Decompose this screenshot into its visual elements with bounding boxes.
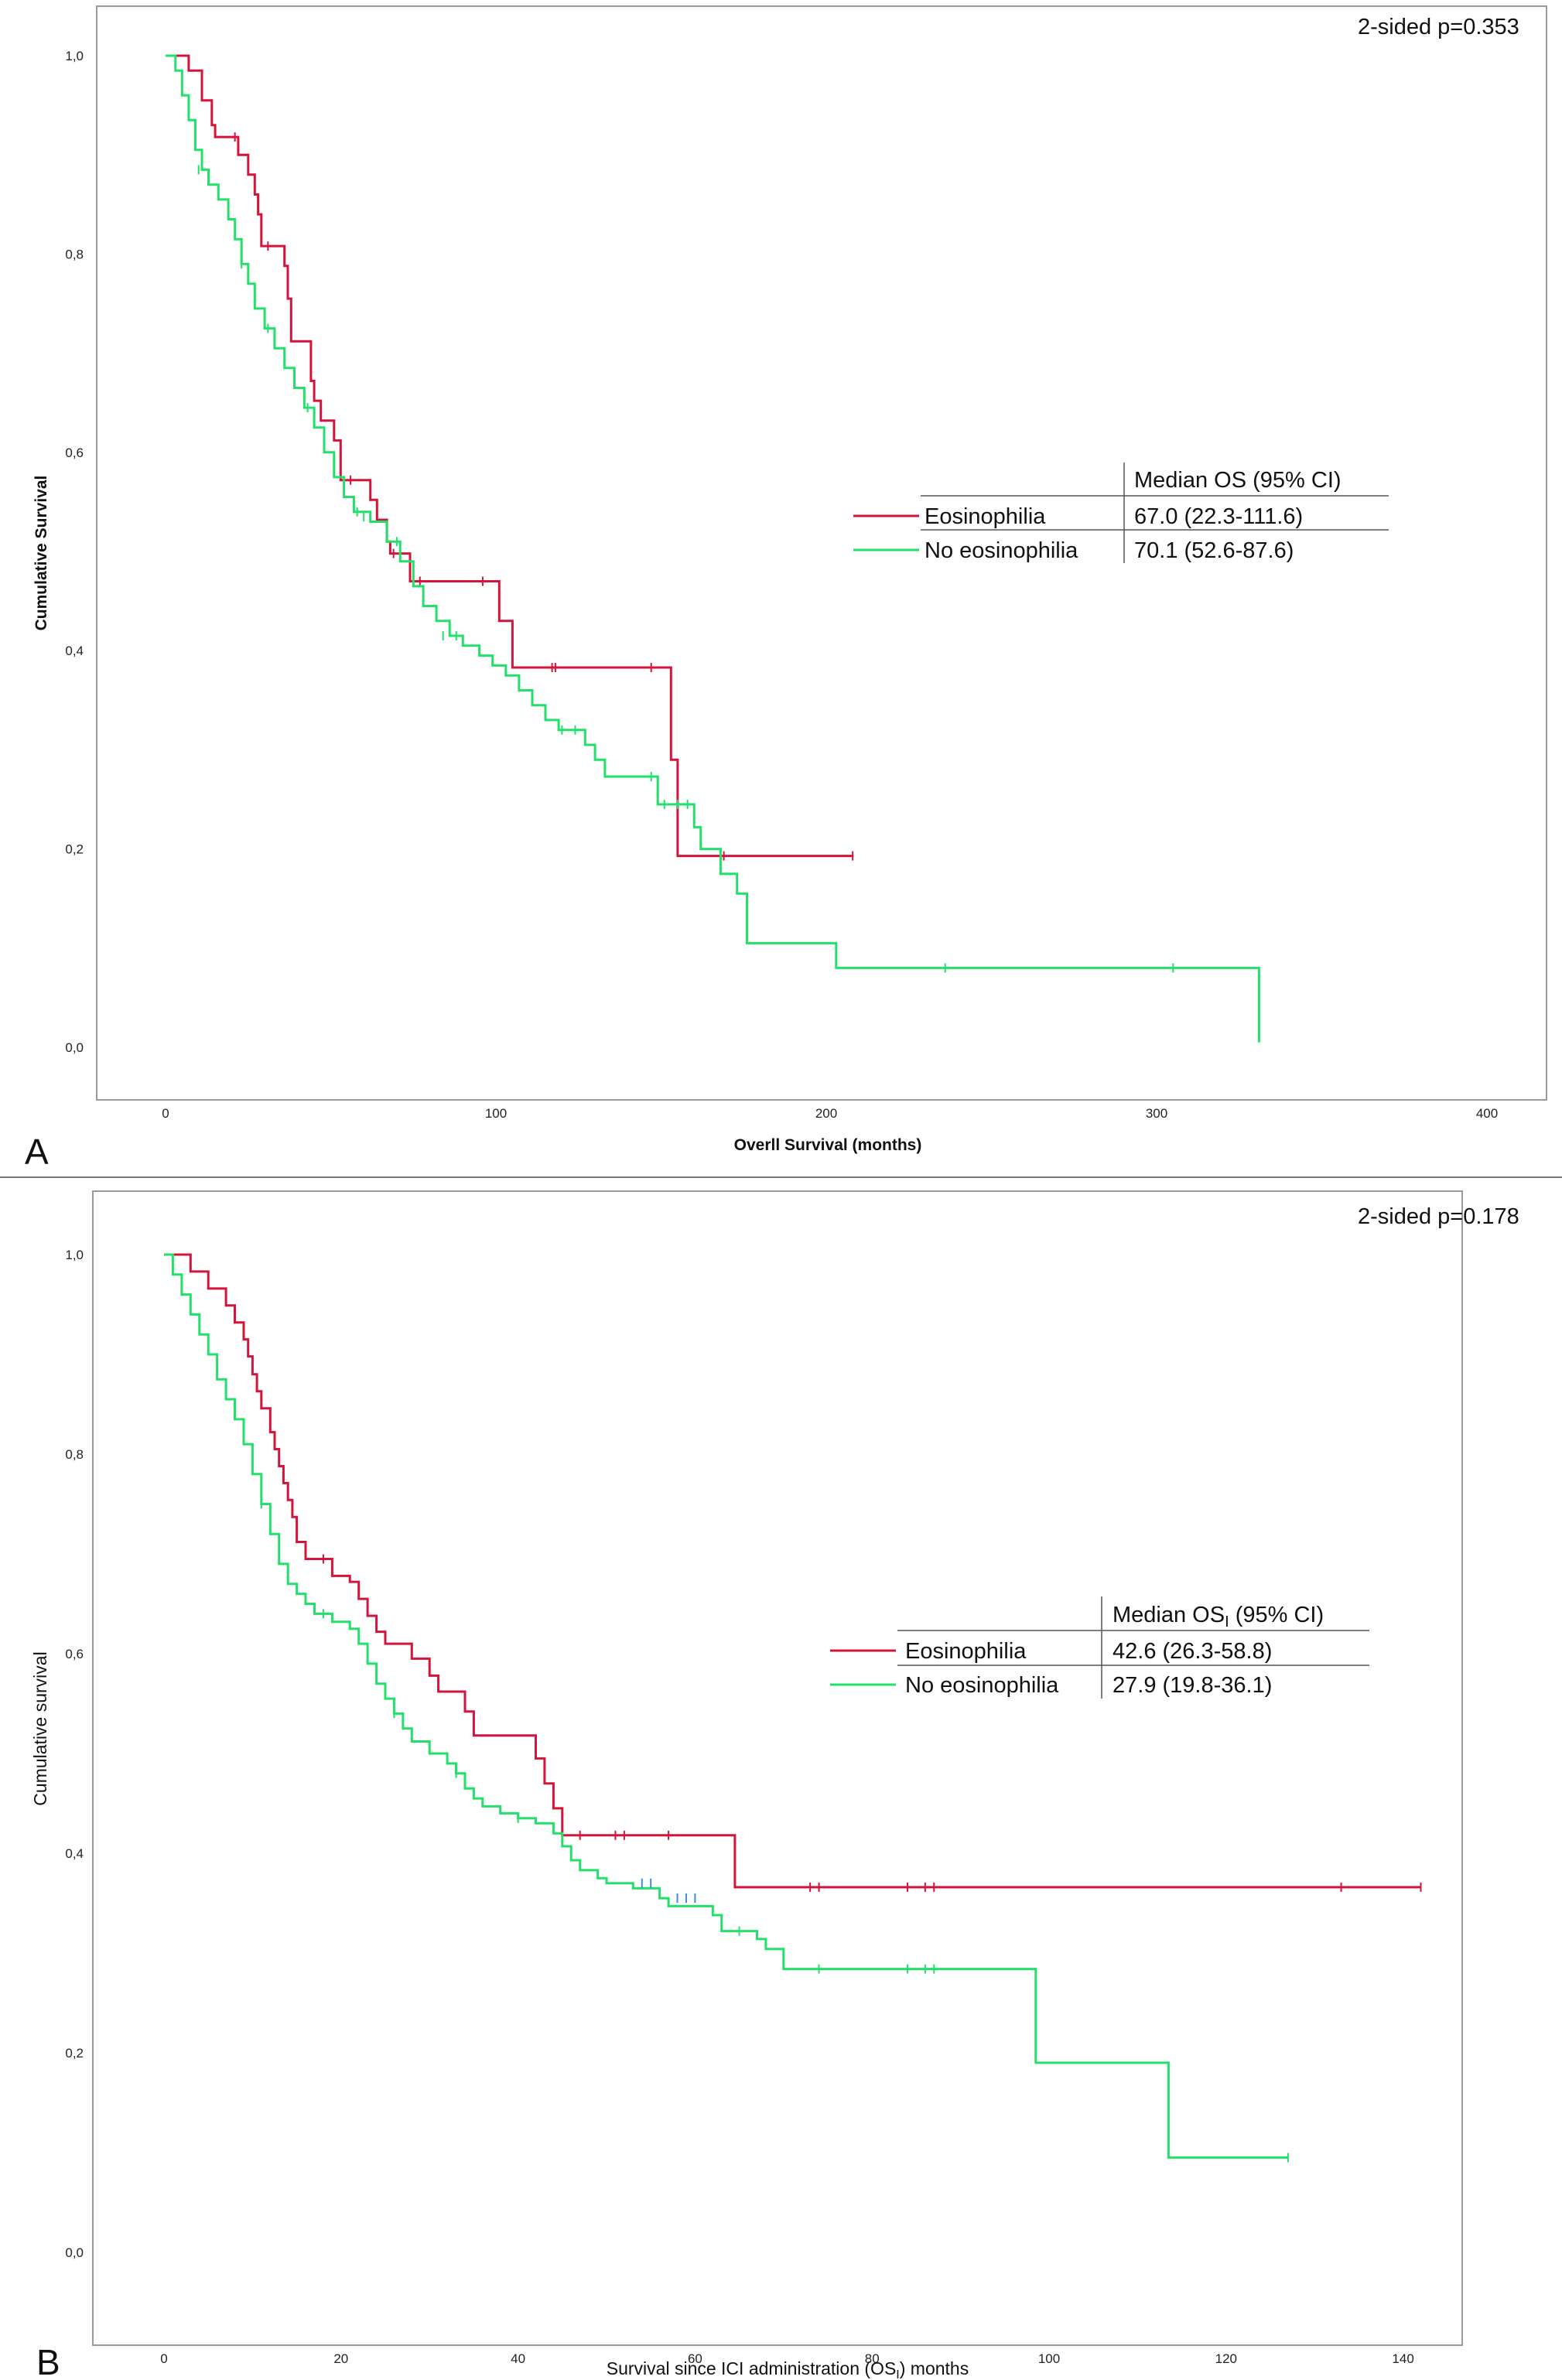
panel-a-y-tick-label: 0,4 [65, 644, 84, 658]
panel-a-legend-value-no-eosinophilia: 70.1 (52.6-87.6) [1134, 538, 1294, 563]
panel-a-x-axis-title: Overll Survival (months) [734, 1136, 922, 1154]
panel-b-legend-value-no-eosinophilia: 27.9 (19.8-36.1) [1113, 1673, 1272, 1698]
panel-a-axes: 0 100 200 300 400 0,0 0,2 0,4 0,6 0,8 1,0 Overll Su… [32, 49, 1498, 1154]
panel-a-x-tick-label: 400 [1476, 1106, 1498, 1121]
panel-a-curves [166, 54, 1260, 1043]
panel-b-legend-label-eosinophilia: Eosinophilia [905, 1639, 1027, 1664]
panel-a-y-tick-label: 0,2 [65, 842, 84, 857]
panel-b-x-tick-label: 120 [1215, 2351, 1237, 2366]
panel-b-y-tick-label: 0,6 [65, 1647, 84, 1661]
panel-a-x-tick-label: 300 [1146, 1106, 1167, 1121]
panel-a-legend-value-eosinophilia: 67.0 (22.3-111.6) [1134, 504, 1303, 529]
panel-b-x-tick-label: 20 [333, 2351, 348, 2366]
panel-b-y-tick-label: 0,8 [65, 1447, 84, 1462]
panel-b-x-tick-label: 60 [688, 2351, 702, 2366]
panel-a-x-tick-label: 100 [485, 1106, 507, 1121]
panel-b-pvalue: 2-sided p=0.178 [1358, 1204, 1519, 1229]
panel-b-legend: Median OSI (95% CI) Eosinophilia 42.6 (2… [830, 1596, 1369, 1699]
panel-b-y-tick-label: 1,0 [65, 1248, 84, 1262]
panel-a-y-tick-label: 1,0 [65, 49, 84, 63]
panel-b-y-tick-label: 0,4 [65, 1846, 84, 1861]
panel-a-curve-eosinophilia [166, 54, 853, 858]
panel-b-y-tick-label: 0,2 [65, 2046, 84, 2061]
panel-b-legend-header: Median OSI (95% CI) [1113, 1603, 1324, 1630]
panel-b: 0 20 40 60 80 100 120 140 0,0 0,2 0,4 0,6 0,8 1,0 Surv… [30, 1190, 1519, 2380]
panel-b-x-tick-label: 0 [160, 2351, 167, 2366]
panel-b-x-tick-label: 140 [1392, 2351, 1413, 2366]
panel-a-y-tick-label: 0,0 [65, 1040, 84, 1055]
panel-b-letter: B [36, 2342, 60, 2380]
panel-b-curve-no-eosinophilia [164, 1253, 1288, 2159]
panel-b-y-axis-title: Cumulative survival [30, 1651, 50, 1805]
panel-a-plot-frame [96, 5, 1547, 1101]
panel-a-legend: Median OS (95% CI) Eosinophilia 67.0 (22… [853, 463, 1389, 563]
panel-a-y-axis-title: Cumulative Survival [32, 476, 50, 631]
panel-b-curve-eosinophilia [164, 1253, 1421, 1889]
panel-a-curve-no-eosinophilia [166, 54, 1260, 1043]
panel-a-pvalue: 2-sided p=0.353 [1358, 15, 1519, 39]
panel-a-legend-label-eosinophilia: Eosinophilia [925, 504, 1046, 529]
panel-a-y-tick-label: 0,8 [65, 247, 84, 261]
panel-b-y-tick-label: 0,0 [65, 2245, 84, 2260]
panel-b-plot-frame [92, 1190, 1463, 2346]
panel-b-x-tick-label: 80 [865, 2351, 880, 2366]
panel-b-legend-value-eosinophilia: 42.6 (26.3-58.8) [1113, 1639, 1272, 1664]
panel-a: 0 100 200 300 400 0,0 0,2 0,4 0,6 0,8 1,0 Overll Su… [25, 5, 1547, 1172]
panel-b-x-axis-title: Survival since ICI administration (OSI) … [607, 2358, 969, 2380]
panel-b-legend-label-no-eosinophilia: No eosinophilia [905, 1673, 1059, 1698]
panel-b-x-tick-label: 40 [511, 2351, 525, 2366]
panel-b-axes: 0 20 40 60 80 100 120 140 0,0 0,2 0,4 0,6 0,8 1,0 Surv… [30, 1248, 1414, 2380]
panel-a-y-tick-label: 0,6 [65, 446, 84, 460]
panel-b-curves [164, 1253, 1422, 2163]
panel-b-x-tick-label: 100 [1038, 2351, 1060, 2366]
panel-a-legend-label-no-eosinophilia: No eosinophilia [925, 538, 1078, 563]
panel-a-letter: A [25, 1132, 49, 1172]
panel-a-legend-header: Median OS (95% CI) [1134, 468, 1342, 493]
panel-a-x-tick-label: 200 [815, 1106, 837, 1121]
panel-a-x-tick-label: 0 [162, 1106, 169, 1121]
